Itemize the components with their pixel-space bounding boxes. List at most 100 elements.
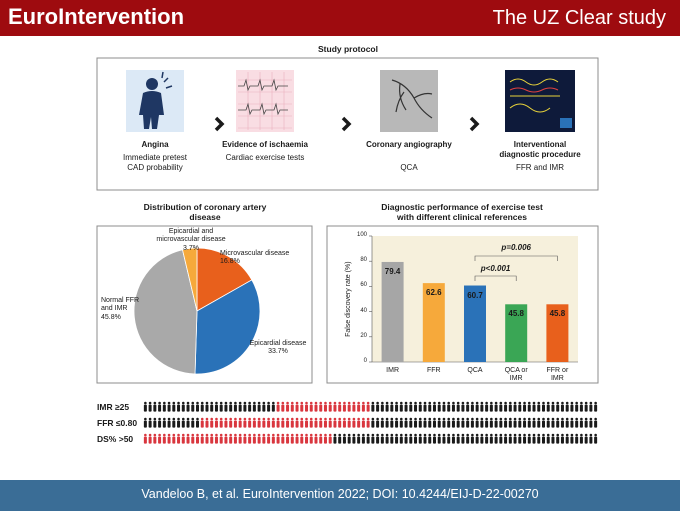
- person-icon: [357, 417, 361, 428]
- person-head: [352, 417, 356, 421]
- row-label: IMR ≥25: [97, 402, 130, 412]
- pie-label-value: 16.8%: [220, 258, 240, 266]
- person-body: [570, 420, 574, 428]
- person-head: [352, 433, 356, 437]
- person-icon: [475, 433, 479, 444]
- ecg-icon: [236, 70, 294, 132]
- person-icon: [451, 417, 455, 428]
- person-icon: [219, 433, 223, 444]
- person-body: [480, 404, 484, 412]
- person-icon: [594, 433, 598, 444]
- person-icon: [570, 417, 574, 428]
- person-icon: [300, 417, 304, 428]
- person-head: [584, 417, 588, 421]
- person-body: [428, 420, 432, 428]
- person-head: [267, 417, 270, 421]
- person-icon: [584, 417, 588, 428]
- person-head: [158, 401, 161, 405]
- person-body: [504, 436, 508, 444]
- person-head: [253, 401, 256, 405]
- person-icon: [371, 417, 375, 428]
- person-icon: [338, 433, 342, 444]
- person-icon: [167, 433, 171, 444]
- person-body: [229, 404, 233, 412]
- person-head: [575, 417, 578, 421]
- person-icon: [305, 401, 309, 412]
- person-icon: [589, 433, 593, 444]
- person-head: [262, 401, 266, 405]
- person-body: [380, 436, 384, 444]
- person-body: [376, 436, 380, 444]
- person-head: [338, 433, 341, 437]
- person-icon: [504, 433, 508, 444]
- person-icon: [504, 401, 508, 412]
- person-icon: [158, 433, 162, 444]
- person-icon: [447, 401, 451, 412]
- person-head: [447, 417, 451, 421]
- person-body: [565, 420, 569, 428]
- person-head: [409, 417, 413, 421]
- person-icon: [210, 417, 214, 428]
- person-head: [163, 433, 166, 437]
- person-icon: [575, 433, 579, 444]
- person-head: [309, 401, 313, 405]
- person-icon: [143, 433, 147, 444]
- person-head: [286, 417, 289, 421]
- person-body: [461, 436, 465, 444]
- person-icon: [541, 433, 545, 444]
- person-body: [442, 420, 446, 428]
- person-icon: [314, 401, 318, 412]
- person-icon: [508, 401, 512, 412]
- person-head: [224, 417, 228, 421]
- person-body: [584, 436, 588, 444]
- person-head: [262, 417, 266, 421]
- person-body: [319, 420, 323, 428]
- person-head: [253, 417, 256, 421]
- person-body: [513, 420, 517, 428]
- bracket: [474, 275, 517, 281]
- person-body: [323, 404, 327, 412]
- person-icon: [376, 417, 380, 428]
- person-head: [527, 417, 531, 421]
- person-body: [295, 404, 299, 412]
- person-body: [575, 404, 579, 412]
- person-icon: [262, 433, 266, 444]
- person-head: [381, 433, 384, 437]
- person-body: [309, 436, 313, 444]
- person-body: [489, 436, 493, 444]
- person-body: [470, 420, 474, 428]
- person-head: [499, 417, 503, 421]
- person-icon: [276, 401, 280, 412]
- person-head: [381, 401, 384, 405]
- person-head: [347, 417, 351, 421]
- person-icon: [267, 417, 271, 428]
- person-head: [357, 433, 360, 437]
- person-head: [276, 401, 280, 405]
- person-icon: [523, 401, 527, 412]
- person-body: [181, 404, 185, 412]
- person-icon: [442, 433, 446, 444]
- person-icon: [219, 417, 223, 428]
- person-head: [485, 433, 488, 437]
- person-head: [186, 401, 190, 405]
- person-head: [404, 417, 408, 421]
- person-head: [272, 417, 275, 421]
- person-head: [423, 417, 427, 421]
- person-head: [565, 433, 569, 437]
- person-body: [224, 420, 228, 428]
- person-icon: [390, 433, 394, 444]
- person-icon: [565, 433, 569, 444]
- person-icon: [385, 417, 389, 428]
- person-body: [470, 404, 474, 412]
- person-head: [215, 433, 218, 437]
- person-body: [575, 420, 579, 428]
- person-icon: [219, 401, 223, 412]
- person-icon: [347, 417, 351, 428]
- person-head: [423, 401, 427, 405]
- person-head: [347, 433, 351, 437]
- pie-label-name: Epicardial and microvascular disease: [156, 228, 226, 244]
- person-head: [338, 401, 341, 405]
- person-icon: [499, 401, 503, 412]
- person-icon: [404, 401, 408, 412]
- person-head: [300, 401, 304, 405]
